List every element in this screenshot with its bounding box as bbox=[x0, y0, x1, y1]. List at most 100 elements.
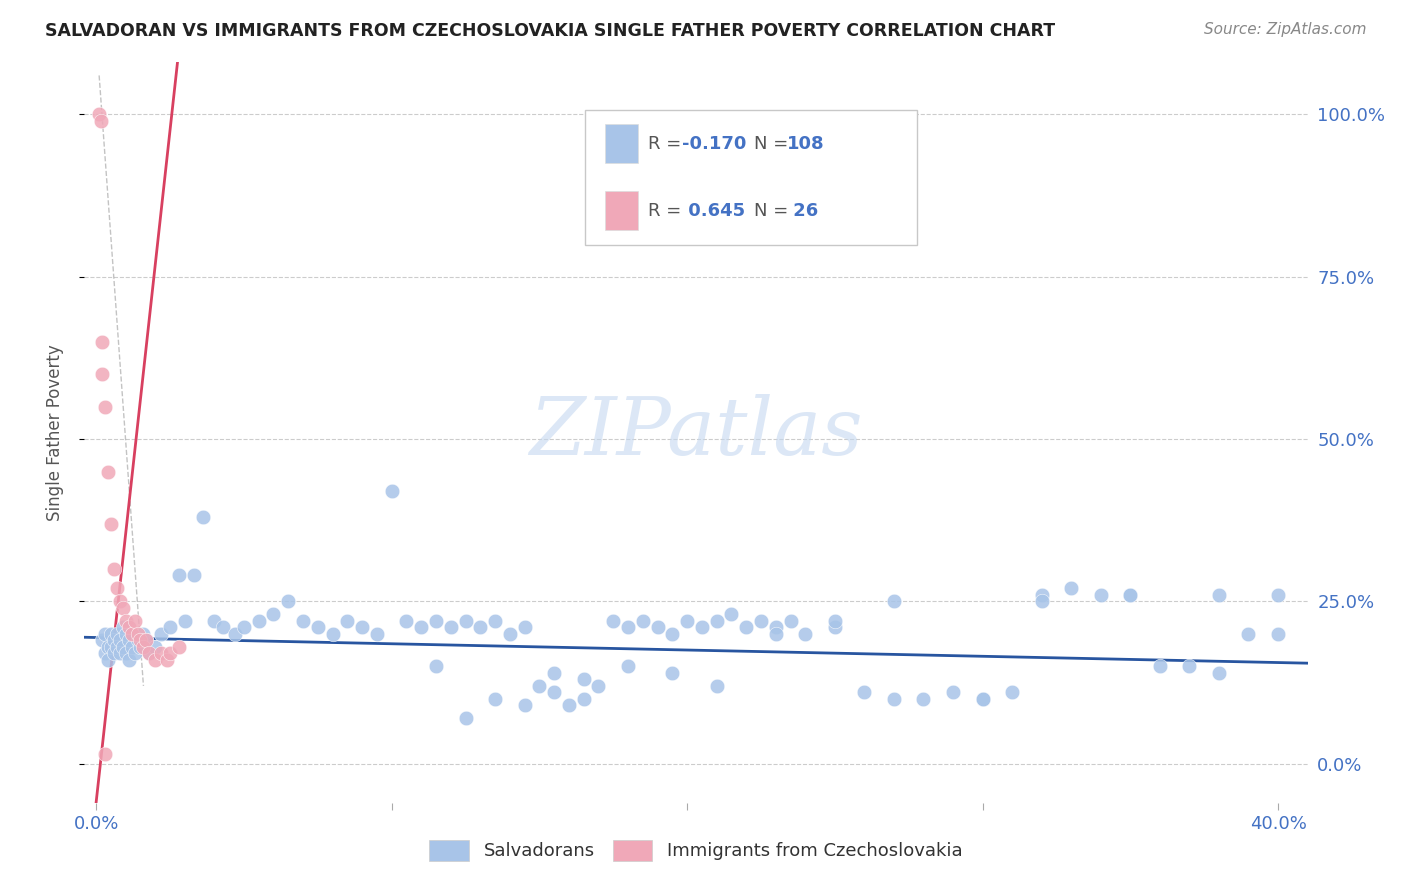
Point bbox=[247, 614, 270, 628]
Point bbox=[617, 659, 640, 673]
Text: SALVADORAN VS IMMIGRANTS FROM CZECHOSLOVAKIA SINGLE FATHER POVERTY CORRELATION C: SALVADORAN VS IMMIGRANTS FROM CZECHOSLOV… bbox=[45, 22, 1054, 40]
Point bbox=[706, 679, 728, 693]
Point bbox=[105, 640, 128, 654]
Point bbox=[232, 620, 254, 634]
Point bbox=[942, 685, 965, 699]
Y-axis label: Single Father Poverty: Single Father Poverty bbox=[45, 344, 63, 521]
Point bbox=[765, 620, 787, 634]
Point bbox=[167, 640, 190, 654]
Point bbox=[661, 665, 683, 680]
Point bbox=[513, 698, 536, 713]
Point bbox=[454, 614, 477, 628]
Point bbox=[124, 647, 146, 661]
Point bbox=[212, 620, 235, 634]
Point bbox=[156, 653, 179, 667]
Point bbox=[513, 620, 536, 634]
Point bbox=[94, 747, 117, 761]
Point bbox=[132, 627, 155, 641]
Point bbox=[1031, 594, 1053, 608]
Point bbox=[794, 627, 817, 641]
Point bbox=[499, 627, 522, 641]
Point bbox=[631, 614, 654, 628]
Point bbox=[91, 633, 114, 648]
Point bbox=[138, 647, 160, 661]
Point bbox=[352, 620, 374, 634]
Point bbox=[484, 692, 506, 706]
Point bbox=[749, 614, 772, 628]
Point bbox=[1149, 659, 1171, 673]
Point bbox=[114, 647, 136, 661]
Text: R =: R = bbox=[648, 135, 688, 153]
Point bbox=[1119, 588, 1142, 602]
Point bbox=[366, 627, 388, 641]
Point bbox=[720, 607, 742, 622]
Point bbox=[425, 614, 447, 628]
Point bbox=[143, 653, 166, 667]
Point bbox=[114, 627, 136, 641]
Point bbox=[706, 614, 728, 628]
Point bbox=[143, 640, 166, 654]
Text: 108: 108 bbox=[787, 135, 825, 153]
Point bbox=[114, 614, 136, 628]
Point bbox=[150, 647, 173, 661]
Point bbox=[103, 633, 125, 648]
Point bbox=[277, 594, 299, 608]
Text: 0.645: 0.645 bbox=[682, 202, 745, 219]
Point bbox=[572, 692, 595, 706]
Point bbox=[336, 614, 359, 628]
Point bbox=[132, 640, 155, 654]
Point bbox=[108, 647, 131, 661]
Point bbox=[765, 627, 787, 641]
Point bbox=[395, 614, 418, 628]
Point bbox=[159, 647, 181, 661]
Point bbox=[470, 620, 492, 634]
Point bbox=[1031, 588, 1053, 602]
Text: ZIPatlas: ZIPatlas bbox=[529, 394, 863, 471]
Point bbox=[105, 627, 128, 641]
Point bbox=[1267, 627, 1289, 641]
Point bbox=[853, 685, 876, 699]
Point bbox=[159, 620, 181, 634]
Point bbox=[602, 614, 624, 628]
Point bbox=[89, 107, 111, 121]
Point bbox=[572, 673, 595, 687]
Point bbox=[425, 659, 447, 673]
Point bbox=[440, 620, 463, 634]
Point bbox=[307, 620, 329, 634]
Point bbox=[100, 627, 122, 641]
Point bbox=[121, 640, 143, 654]
Point bbox=[322, 627, 344, 641]
Point bbox=[883, 692, 905, 706]
Point bbox=[118, 633, 141, 648]
Point bbox=[121, 627, 143, 641]
Point bbox=[454, 711, 477, 725]
Point bbox=[108, 594, 131, 608]
Point bbox=[543, 685, 565, 699]
Point bbox=[118, 620, 141, 634]
Point bbox=[100, 516, 122, 531]
Point bbox=[129, 633, 152, 648]
Point bbox=[972, 692, 994, 706]
Point bbox=[94, 400, 117, 414]
Point bbox=[97, 653, 120, 667]
Point bbox=[97, 465, 120, 479]
Point bbox=[588, 679, 610, 693]
Point bbox=[690, 620, 713, 634]
Point bbox=[97, 640, 120, 654]
Point bbox=[912, 692, 935, 706]
Point bbox=[135, 633, 157, 648]
Point bbox=[824, 620, 846, 634]
Point bbox=[558, 698, 581, 713]
Text: Source: ZipAtlas.com: Source: ZipAtlas.com bbox=[1204, 22, 1367, 37]
Point bbox=[173, 614, 195, 628]
Point bbox=[543, 665, 565, 680]
Point bbox=[191, 510, 214, 524]
Point bbox=[1119, 588, 1142, 602]
Point bbox=[111, 601, 134, 615]
Point bbox=[647, 620, 669, 634]
Point bbox=[292, 614, 315, 628]
Point bbox=[529, 679, 551, 693]
Point bbox=[91, 334, 114, 349]
Point bbox=[381, 484, 404, 499]
Point bbox=[90, 114, 112, 128]
